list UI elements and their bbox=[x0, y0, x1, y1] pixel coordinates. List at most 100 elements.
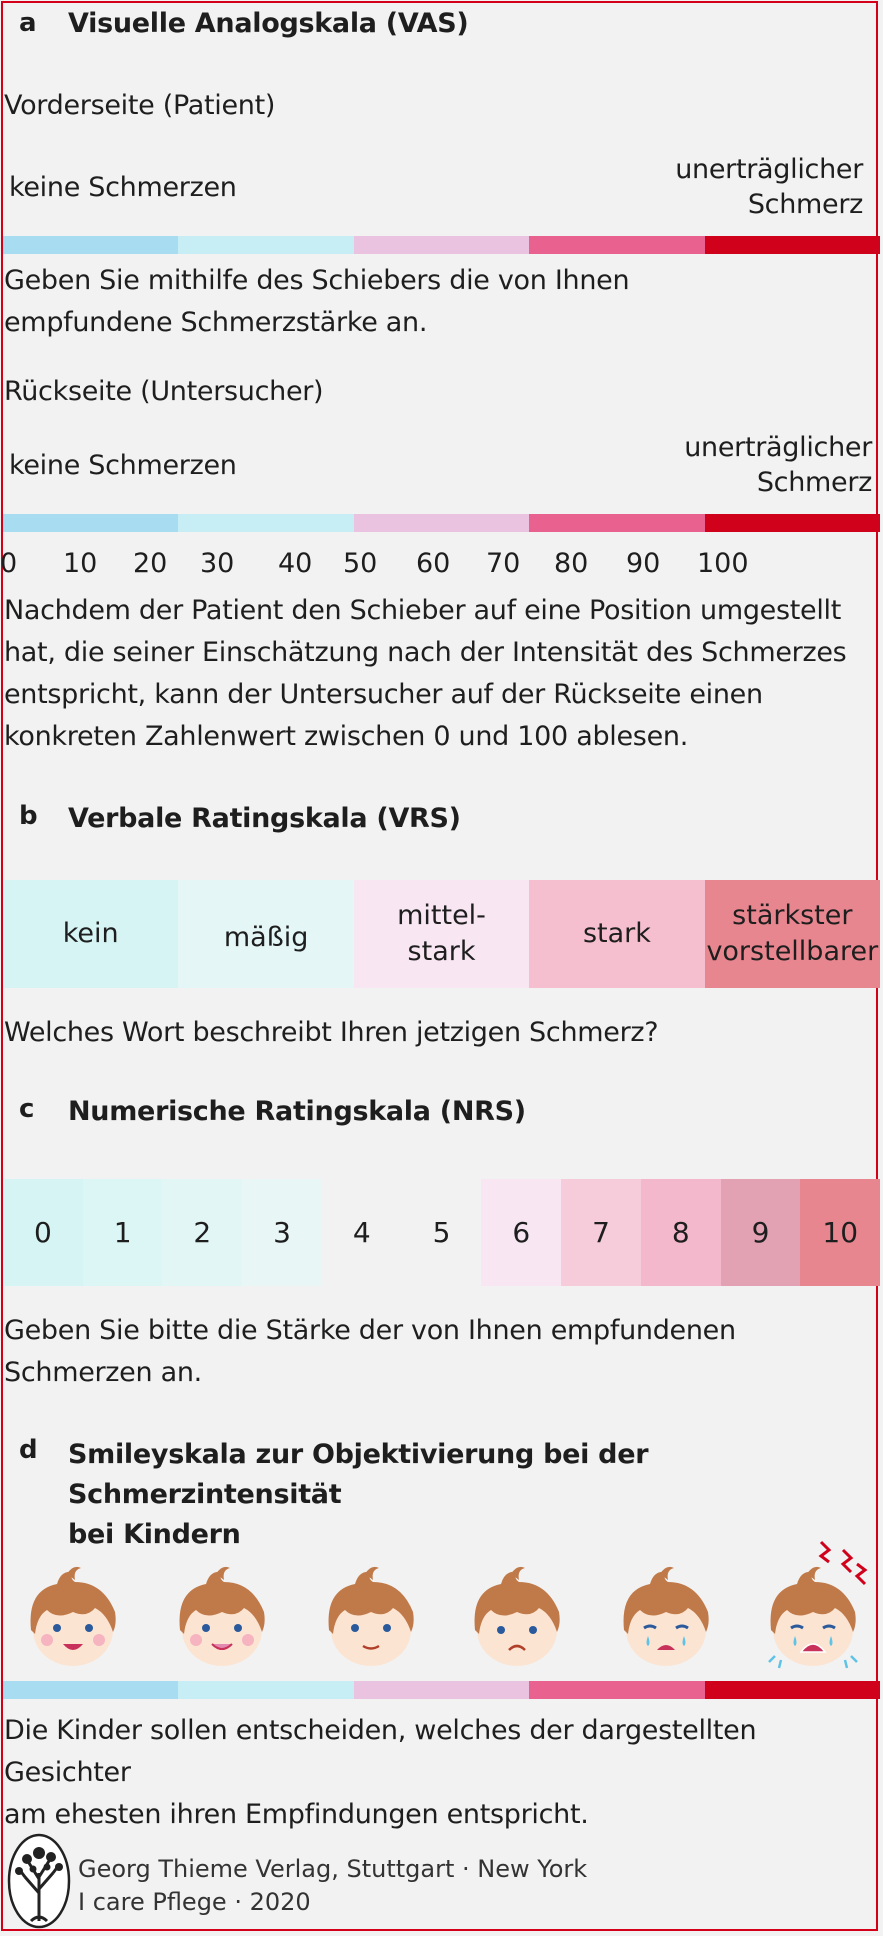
vas-segment bbox=[178, 1681, 354, 1699]
vas-segment bbox=[704, 514, 881, 532]
nrs-option[interactable]: 3 bbox=[242, 1179, 322, 1286]
vrs-option[interactable]: kein bbox=[3, 880, 179, 988]
vas-explanation-line4: konkreten Zahlenwert zwischen 0 und 100 … bbox=[4, 721, 688, 752]
nrs-option[interactable]: 1 bbox=[82, 1179, 163, 1286]
tree-logo-icon bbox=[7, 1833, 71, 1929]
vas-explanation: Nachdem der Patient den Schieber auf ein… bbox=[4, 590, 847, 758]
smiley-explanation: Die Kinder sollen entscheiden, welches d… bbox=[4, 1710, 883, 1836]
vas-segment bbox=[3, 1681, 179, 1699]
nrs-option[interactable]: 7 bbox=[561, 1179, 641, 1286]
vas-tick-label: 40 bbox=[278, 548, 313, 579]
vrs-option-label: kein bbox=[62, 918, 119, 949]
section-d-letter: d bbox=[19, 1435, 38, 1465]
nrs-option[interactable]: 10 bbox=[800, 1179, 881, 1286]
vas-back-left-label: keine Schmerzen bbox=[9, 450, 237, 481]
vrs-option-label: vorstellbarer bbox=[706, 936, 879, 967]
vas-segment bbox=[529, 236, 705, 254]
vrs-option-label: mäßig bbox=[223, 922, 309, 953]
section-c-title: Numerische Ratingskala (NRS) bbox=[68, 1096, 526, 1127]
vas-tick-label: 60 bbox=[416, 548, 451, 579]
vas-tick-label: 80 bbox=[554, 548, 589, 579]
vrs-option-label: stark bbox=[407, 936, 476, 967]
vas-segment bbox=[353, 514, 530, 532]
screaming-face-icon bbox=[757, 1560, 869, 1672]
nrs-option[interactable]: 8 bbox=[640, 1179, 721, 1286]
nrs-scale: 0 1 2 3 4 5 6 7 8 9 10 bbox=[3, 1179, 881, 1286]
nrs-instruction-line2: Schmerzen an. bbox=[4, 1357, 202, 1388]
vrs-option[interactable]: mittel-stark bbox=[353, 880, 530, 988]
vas-back-label: Rückseite (Untersucher) bbox=[4, 376, 324, 407]
vas-segment bbox=[529, 1681, 705, 1699]
section-d-title-line1: Smileyskala zur Objektivierung bei der S… bbox=[68, 1439, 649, 1510]
vas-segment bbox=[529, 514, 705, 532]
sad-face-icon bbox=[461, 1560, 573, 1672]
vas-tick-label: 0 bbox=[0, 548, 18, 579]
vas-front-right-label: unerträglicher Schmerz bbox=[675, 152, 863, 222]
section-d-title-line2: bei Kindern bbox=[68, 1519, 241, 1550]
vas-explanation-line1: Nachdem der Patient den Schieber auf ein… bbox=[4, 595, 842, 626]
vas-tick-label: 20 bbox=[133, 548, 168, 579]
vas-back-right-line2: Schmerz bbox=[756, 467, 872, 498]
nrs-option[interactable]: 0 bbox=[3, 1179, 83, 1286]
crying-face-icon bbox=[610, 1560, 722, 1672]
nrs-option[interactable]: 5 bbox=[401, 1179, 482, 1286]
vrs-scale: kein mäßig mittel-stark stark stärkster vorst… bbox=[3, 880, 881, 988]
vas-front-instruction: Geben Sie mithilfe des Schiebers die von… bbox=[4, 260, 630, 344]
vas-front-right-line1: unerträglicher bbox=[675, 154, 863, 185]
smiley-explanation-line2: am ehesten ihren Empfindungen entspricht… bbox=[4, 1799, 589, 1830]
vas-tick-label: 100 bbox=[697, 548, 749, 579]
nrs-option[interactable]: 6 bbox=[481, 1179, 562, 1286]
section-a-title: Visuelle Analogskala (VAS) bbox=[68, 8, 469, 39]
nrs-option[interactable]: 9 bbox=[720, 1179, 801, 1286]
vas-segment bbox=[3, 514, 179, 532]
vas-segment bbox=[353, 1681, 530, 1699]
very-happy-face-icon bbox=[17, 1560, 129, 1672]
happy-face-icon bbox=[166, 1560, 278, 1672]
vas-front-instruction-line2: empfundene Schmerzstärke an. bbox=[4, 307, 428, 338]
vas-back-bar bbox=[3, 514, 881, 532]
smiley-explanation-line1: Die Kinder sollen entscheiden, welches d… bbox=[4, 1715, 757, 1788]
smiley-bar bbox=[3, 1681, 881, 1699]
vas-segment bbox=[353, 236, 530, 254]
nrs-option[interactable]: 2 bbox=[162, 1179, 243, 1286]
pain-lightning-icon bbox=[818, 1540, 868, 1586]
section-b-letter: b bbox=[19, 801, 38, 831]
vas-tick-label: 10 bbox=[63, 548, 98, 579]
vas-front-left-label: keine Schmerzen bbox=[9, 172, 237, 203]
vas-back-right-line1: unerträglicher bbox=[684, 432, 872, 463]
smiley-faces-row bbox=[3, 1540, 880, 1675]
footer-credit: Georg Thieme Verlag, Stuttgart · New Yor… bbox=[78, 1853, 587, 1919]
section-c-letter: c bbox=[19, 1094, 35, 1124]
vrs-option[interactable]: stärkster vorstellbarer bbox=[704, 880, 881, 988]
nrs-instruction: Geben Sie bitte die Stärke der von Ihnen… bbox=[4, 1310, 736, 1394]
vas-tick-label: 50 bbox=[343, 548, 378, 579]
vas-explanation-line2: hat, die seiner Einschätzung nach der In… bbox=[4, 637, 847, 668]
vrs-option-label: stark bbox=[582, 918, 651, 949]
footer-publisher: Georg Thieme Verlag, Stuttgart · New Yor… bbox=[78, 1855, 588, 1883]
vrs-option[interactable]: stark bbox=[529, 880, 705, 988]
vas-back-right-label: unerträglicher Schmerz bbox=[684, 430, 872, 500]
vas-segment bbox=[704, 236, 881, 254]
section-d-title: Smileyskala zur Objektivierung bei der S… bbox=[68, 1435, 883, 1555]
vrs-option-label: stärkster bbox=[732, 900, 853, 931]
vas-segment bbox=[3, 236, 179, 254]
vas-front-instruction-line1: Geben Sie mithilfe des Schiebers die von… bbox=[4, 265, 630, 296]
footer-book: I care Pflege · 2020 bbox=[78, 1888, 311, 1916]
vas-segment bbox=[704, 1681, 881, 1699]
slightly-happy-face-icon bbox=[315, 1560, 427, 1672]
section-b-title: Verbale Ratingskala (VRS) bbox=[68, 803, 461, 834]
vas-tick-label: 30 bbox=[200, 548, 235, 579]
vas-front-bar[interactable] bbox=[3, 236, 881, 254]
nrs-instruction-line1: Geben Sie bitte die Stärke der von Ihnen… bbox=[4, 1315, 736, 1346]
vas-front-label: Vorderseite (Patient) bbox=[4, 90, 276, 121]
vas-segment bbox=[178, 236, 354, 254]
vrs-option-label: mittel- bbox=[397, 900, 486, 931]
vrs-option[interactable]: mäßig bbox=[178, 880, 354, 988]
vrs-question: Welches Wort beschreibt Ihren jetzigen S… bbox=[4, 1017, 659, 1048]
vas-segment bbox=[178, 514, 354, 532]
nrs-option[interactable]: 4 bbox=[321, 1179, 402, 1286]
vas-front-right-line2: Schmerz bbox=[747, 189, 863, 220]
vas-tick-label: 90 bbox=[626, 548, 661, 579]
vas-tick-label: 70 bbox=[486, 548, 521, 579]
vas-explanation-line3: entspricht, kann der Untersucher auf der… bbox=[4, 679, 763, 710]
